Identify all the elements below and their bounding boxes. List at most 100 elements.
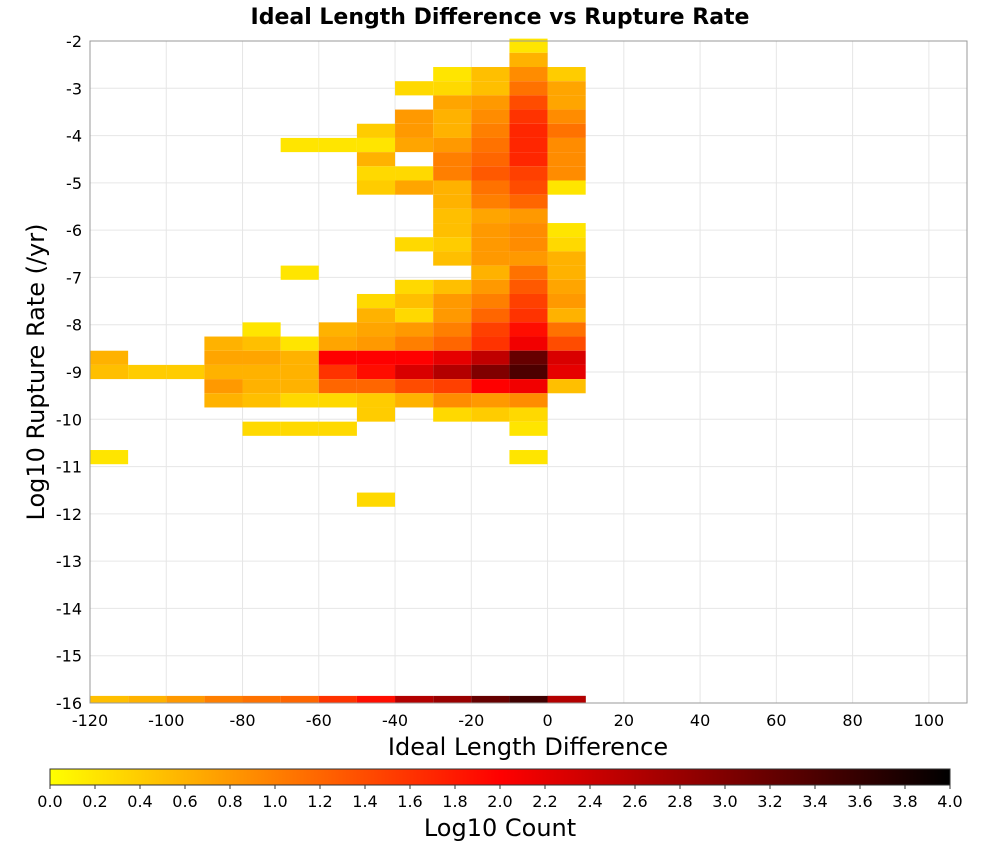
- heatmap-cell: [433, 308, 472, 323]
- heatmap-cell: [547, 95, 586, 110]
- heatmap-cell: [547, 322, 586, 337]
- heatmap-cell: [509, 137, 548, 153]
- heatmap-cell: [433, 109, 472, 124]
- heatmap-cell: [318, 379, 357, 394]
- heatmap-cell: [471, 166, 510, 181]
- heatmap-cell: [471, 123, 510, 138]
- heatmap-cell: [204, 379, 243, 394]
- heatmap-cell: [547, 364, 586, 380]
- x-tick-label: -120: [72, 711, 108, 730]
- heatmap-cell: [395, 237, 434, 252]
- heatmap-cell: [395, 123, 434, 138]
- heatmap-cell: [433, 336, 472, 351]
- heatmap-cell: [280, 393, 319, 408]
- heatmap-cell: [395, 180, 434, 195]
- heatmap-cell: [509, 237, 548, 252]
- heatmap-cell: [547, 180, 586, 195]
- heatmap-cell: [356, 350, 396, 365]
- heatmap-cell: [471, 322, 510, 337]
- heatmap-cell: [356, 180, 396, 195]
- colorbar-tick-label: 1.8: [442, 792, 467, 811]
- heatmap-cell: [280, 421, 319, 436]
- colorbar-tick-label: 2.4: [577, 792, 602, 811]
- heatmap-cell: [471, 67, 510, 82]
- heatmap-cell: [509, 152, 548, 167]
- heatmap-cell: [242, 695, 281, 703]
- colorbar-tick-label: 1.0: [262, 792, 287, 811]
- heatmap-cell: [471, 364, 510, 380]
- heatmap-cell: [509, 52, 548, 68]
- heatmap-cell: [166, 364, 205, 380]
- heatmap-cell: [471, 695, 510, 703]
- heatmap-cell: [433, 81, 472, 96]
- heatmap-cell: [509, 336, 548, 351]
- heatmap-cell: [318, 421, 357, 436]
- heatmap-cell: [318, 322, 357, 337]
- colorbar-tick-label: 1.2: [307, 792, 332, 811]
- heatmap-cell: [356, 166, 396, 181]
- y-tick-label: -4: [66, 127, 82, 146]
- heatmap-cell: [242, 350, 281, 365]
- heatmap-cell: [356, 379, 396, 394]
- heatmap-cell: [509, 279, 548, 294]
- heatmap-cell: [433, 166, 472, 181]
- heatmap-cell: [509, 421, 548, 436]
- heatmap-cell: [509, 350, 548, 365]
- colorbar-tick-label: 3.8: [892, 792, 917, 811]
- heatmap-cell: [166, 695, 205, 703]
- colorbar-tick-label: 2.8: [667, 792, 692, 811]
- heatmap-cell: [356, 137, 396, 153]
- heatmap-cell: [204, 336, 243, 351]
- heatmap-cell: [509, 695, 548, 703]
- chart-title: Ideal Length Difference vs Rupture Rate: [251, 5, 750, 30]
- heatmap-cell: [318, 364, 357, 380]
- heatmap-cell: [395, 308, 434, 323]
- heatmap-cell: [547, 223, 586, 238]
- colorbar-tick-label: 2.6: [622, 792, 647, 811]
- heatmap-cell: [471, 251, 510, 266]
- heatmap-cell: [204, 695, 243, 703]
- heatmap-cell: [433, 407, 472, 422]
- heatmap-cell: [433, 208, 472, 224]
- heatmap-cell: [433, 237, 472, 252]
- heatmap-cell: [433, 322, 472, 337]
- heatmap-cell: [547, 308, 586, 323]
- y-tick-label: -11: [56, 458, 82, 477]
- y-tick-label: -16: [56, 694, 82, 713]
- heatmap-cell: [395, 393, 434, 408]
- y-tick-label: -10: [56, 410, 82, 429]
- heatmap-cell: [509, 38, 548, 53]
- heatmap-cell: [433, 364, 472, 380]
- heatmap-cell: [471, 237, 510, 252]
- heatmap-cell: [433, 194, 472, 209]
- heatmap-cell: [547, 67, 586, 82]
- heatmap-cell: [509, 67, 548, 82]
- heatmap-cell: [242, 421, 281, 436]
- heatmap-cell: [356, 695, 396, 703]
- x-tick-label: 0: [542, 711, 552, 730]
- heatmap-cell: [471, 152, 510, 167]
- heatmap-cell: [509, 223, 548, 238]
- heatmap-cell: [471, 223, 510, 238]
- colorbar-tick-label: 2.2: [532, 792, 557, 811]
- colorbar-tick-label: 3.2: [757, 792, 782, 811]
- heatmap-cell: [547, 81, 586, 96]
- heatmap-cell: [356, 152, 396, 167]
- heatmap-cell: [395, 350, 434, 365]
- x-axis-ticks: -120 -100 -80 -60 -40 -20 0 20 40 60 80 100: [72, 711, 944, 730]
- y-tick-label: -2: [66, 32, 82, 51]
- heatmap-cell: [509, 393, 548, 408]
- y-tick-label: -5: [66, 174, 82, 193]
- heatmap-cell: [433, 137, 472, 153]
- colorbar-tick-label: 3.0: [712, 792, 737, 811]
- x-tick-label: -60: [306, 711, 332, 730]
- heatmap-cell: [547, 137, 586, 153]
- heatmap-cell: [90, 695, 129, 703]
- heatmap-cell: [395, 166, 434, 181]
- heatmap-cell: [280, 695, 319, 703]
- heatmap-cell: [280, 379, 319, 394]
- heatmap-cell: [471, 308, 510, 323]
- heatmap-cell: [356, 308, 396, 323]
- heatmap-cell: [547, 109, 586, 124]
- heatmap-cell: [547, 279, 586, 294]
